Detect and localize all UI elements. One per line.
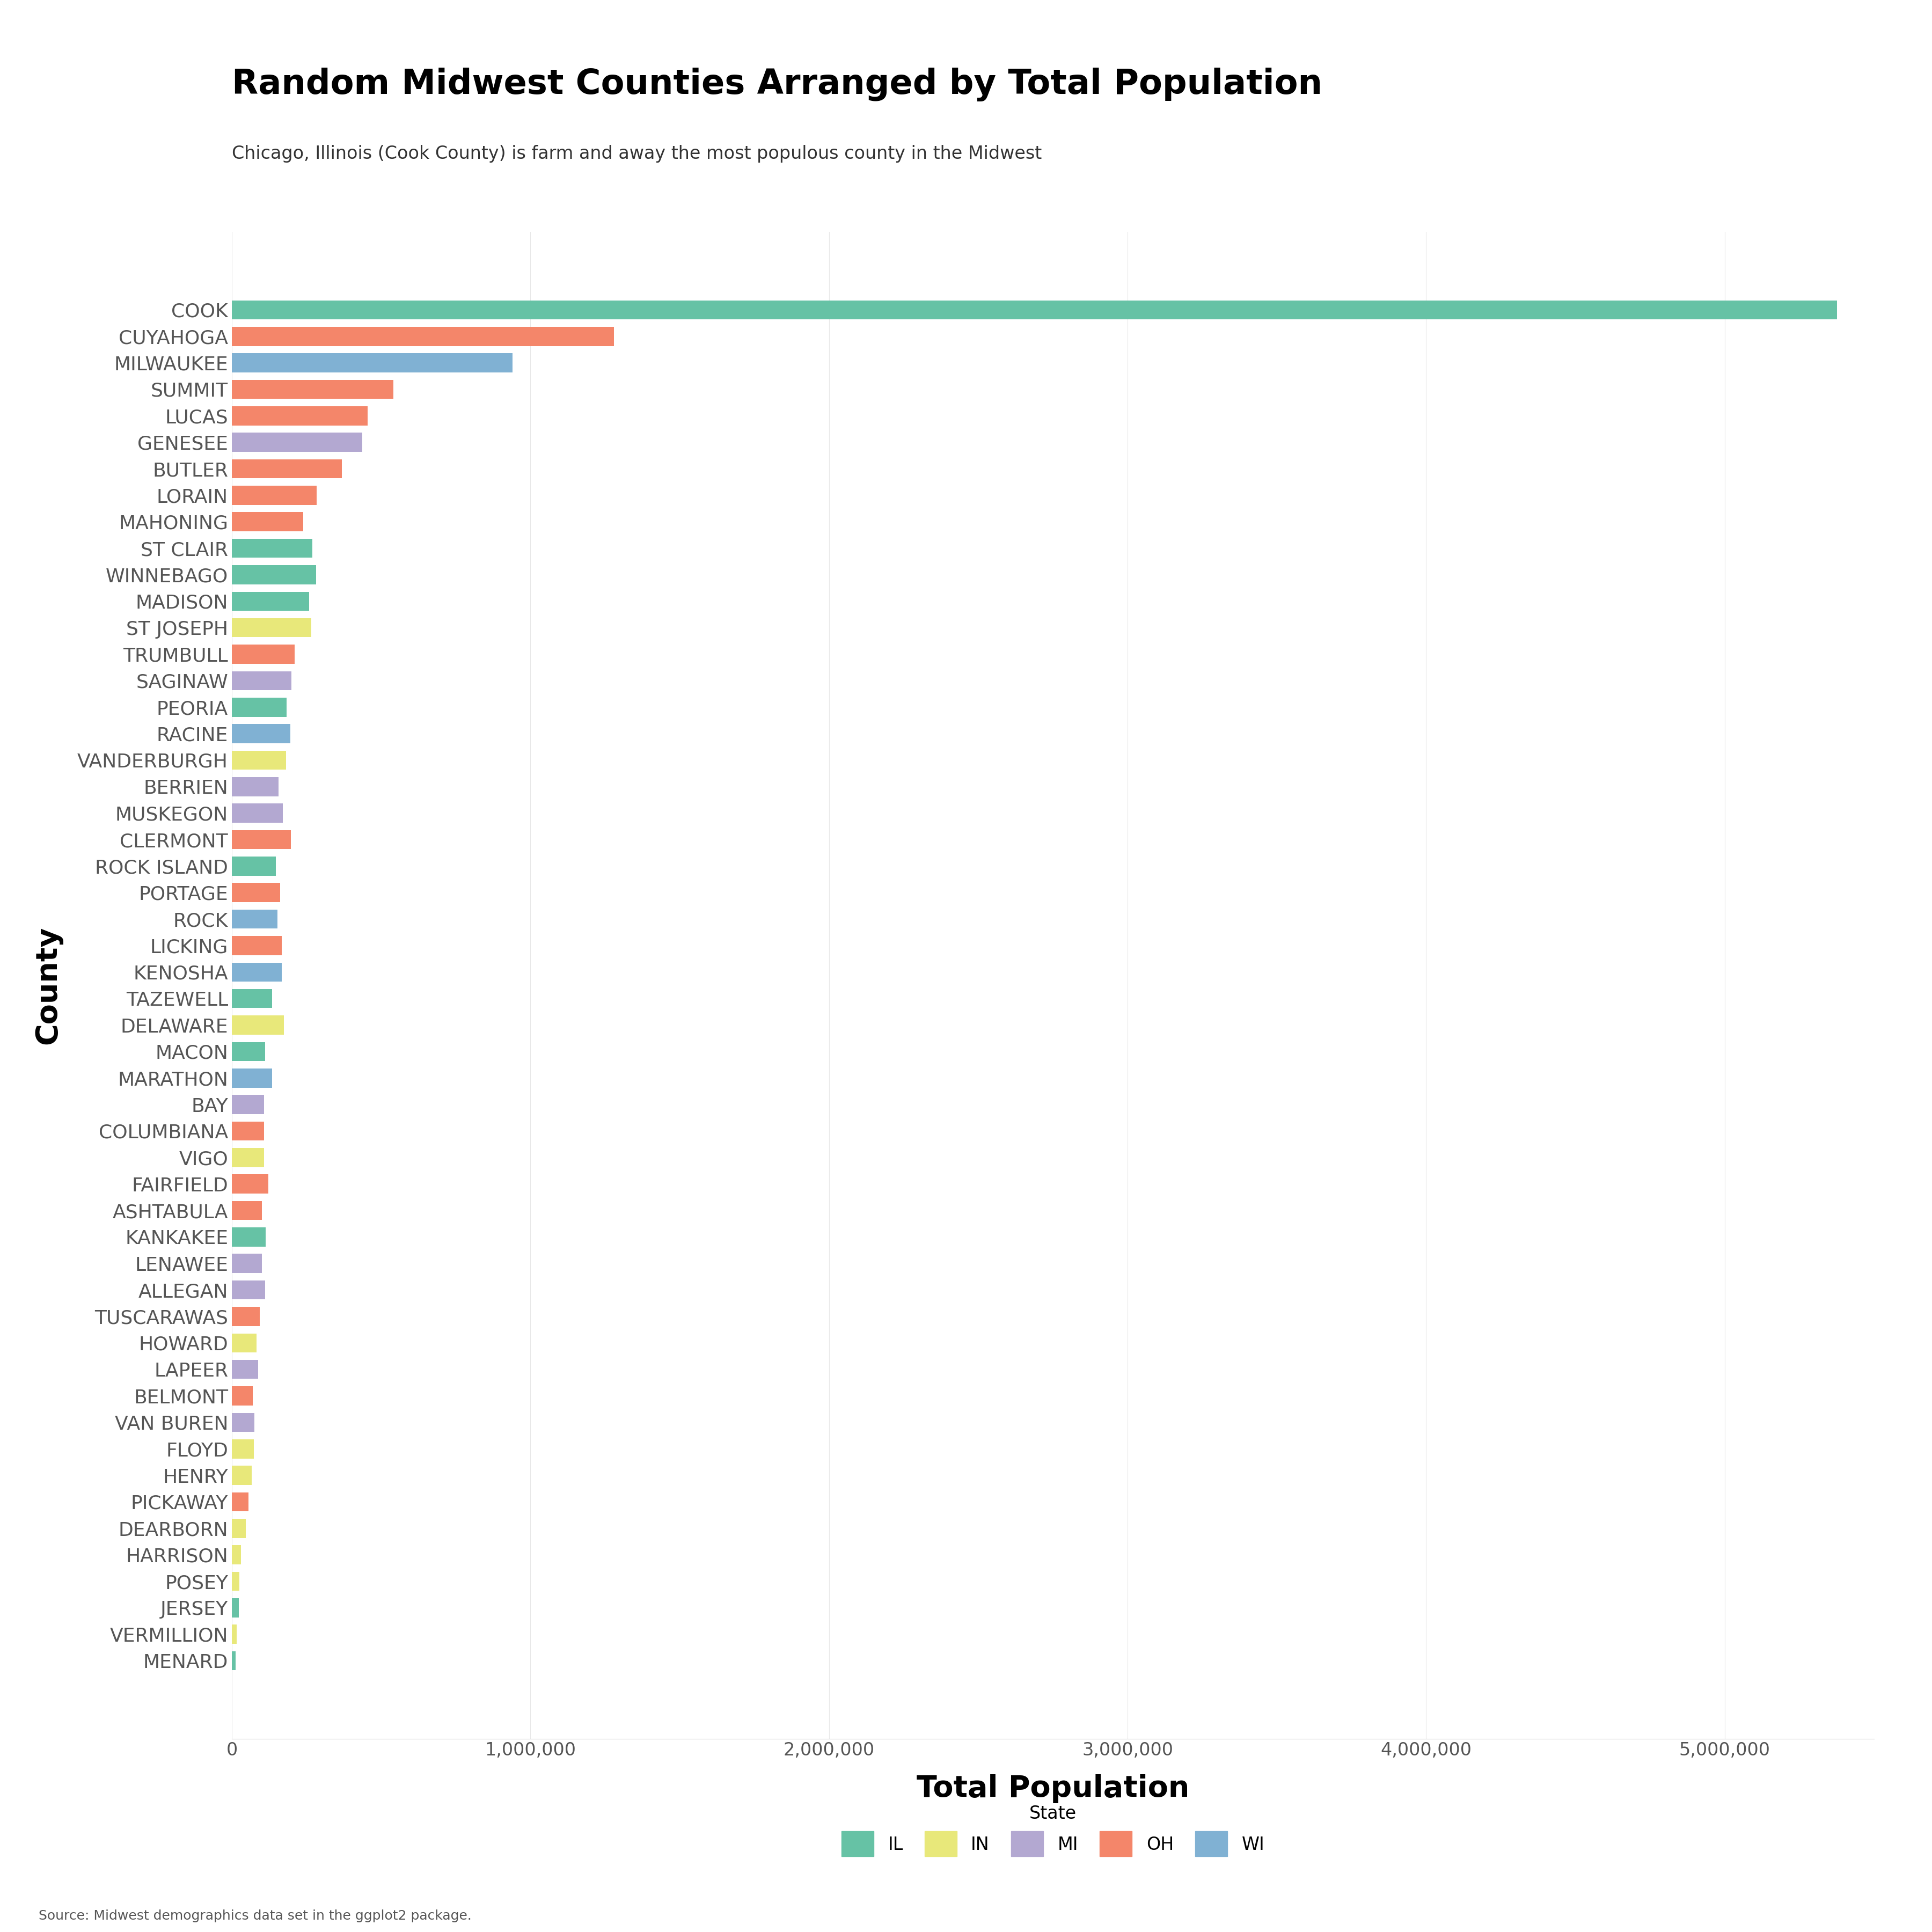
Bar — [232, 1439, 255, 1459]
Bar — [232, 327, 614, 346]
Bar — [232, 1492, 249, 1511]
Bar — [232, 460, 342, 479]
Bar — [232, 1573, 240, 1590]
Bar — [232, 1625, 238, 1644]
Bar — [232, 1412, 255, 1432]
X-axis label: Total Population: Total Population — [916, 1774, 1190, 1803]
Bar — [232, 670, 292, 690]
Bar — [232, 1227, 267, 1246]
Bar — [232, 989, 272, 1009]
Bar — [232, 1202, 263, 1219]
Bar — [232, 512, 303, 531]
Bar — [232, 1175, 269, 1194]
Bar — [232, 856, 276, 875]
Bar — [232, 354, 512, 373]
Bar — [232, 804, 282, 823]
Legend: IL, IN, MI, OH, WI: IL, IN, MI, OH, WI — [833, 1795, 1273, 1866]
Text: Chicago, Illinois (Cook County) is farm and away the most populous county in the: Chicago, Illinois (Cook County) is farm … — [232, 145, 1041, 162]
Bar — [232, 1652, 236, 1671]
Bar — [232, 724, 290, 744]
Bar — [232, 591, 309, 611]
Y-axis label: County: County — [33, 925, 62, 1045]
Bar — [232, 539, 313, 558]
Bar — [232, 1148, 265, 1167]
Bar — [232, 1519, 245, 1538]
Bar — [232, 883, 280, 902]
Text: Random Midwest Counties Arranged by Total Population: Random Midwest Counties Arranged by Tota… — [232, 68, 1321, 100]
Text: Source: Midwest demographics data set in the ggplot2 package.: Source: Midwest demographics data set in… — [39, 1909, 471, 1922]
Bar — [232, 1546, 241, 1565]
Bar — [232, 752, 286, 769]
Bar — [232, 1466, 251, 1486]
Bar — [232, 962, 282, 981]
Bar — [232, 1333, 257, 1352]
Bar — [232, 697, 286, 717]
Bar — [232, 1387, 253, 1405]
Bar — [232, 485, 317, 504]
Bar — [232, 645, 296, 665]
Bar — [232, 910, 278, 929]
Bar — [232, 831, 292, 850]
Bar — [232, 1068, 272, 1088]
Bar — [232, 1016, 284, 1036]
Bar — [232, 299, 1837, 319]
Bar — [232, 1041, 265, 1061]
Bar — [232, 935, 282, 954]
Bar — [232, 1306, 259, 1325]
Bar — [232, 1598, 240, 1617]
Bar — [232, 1360, 259, 1379]
Bar — [232, 1281, 265, 1300]
Bar — [232, 406, 367, 425]
Bar — [232, 618, 311, 638]
Bar — [232, 777, 278, 796]
Bar — [232, 566, 317, 583]
Bar — [232, 381, 394, 398]
Bar — [232, 433, 361, 452]
Bar — [232, 1121, 265, 1140]
Bar — [232, 1095, 265, 1115]
Bar — [232, 1254, 261, 1273]
